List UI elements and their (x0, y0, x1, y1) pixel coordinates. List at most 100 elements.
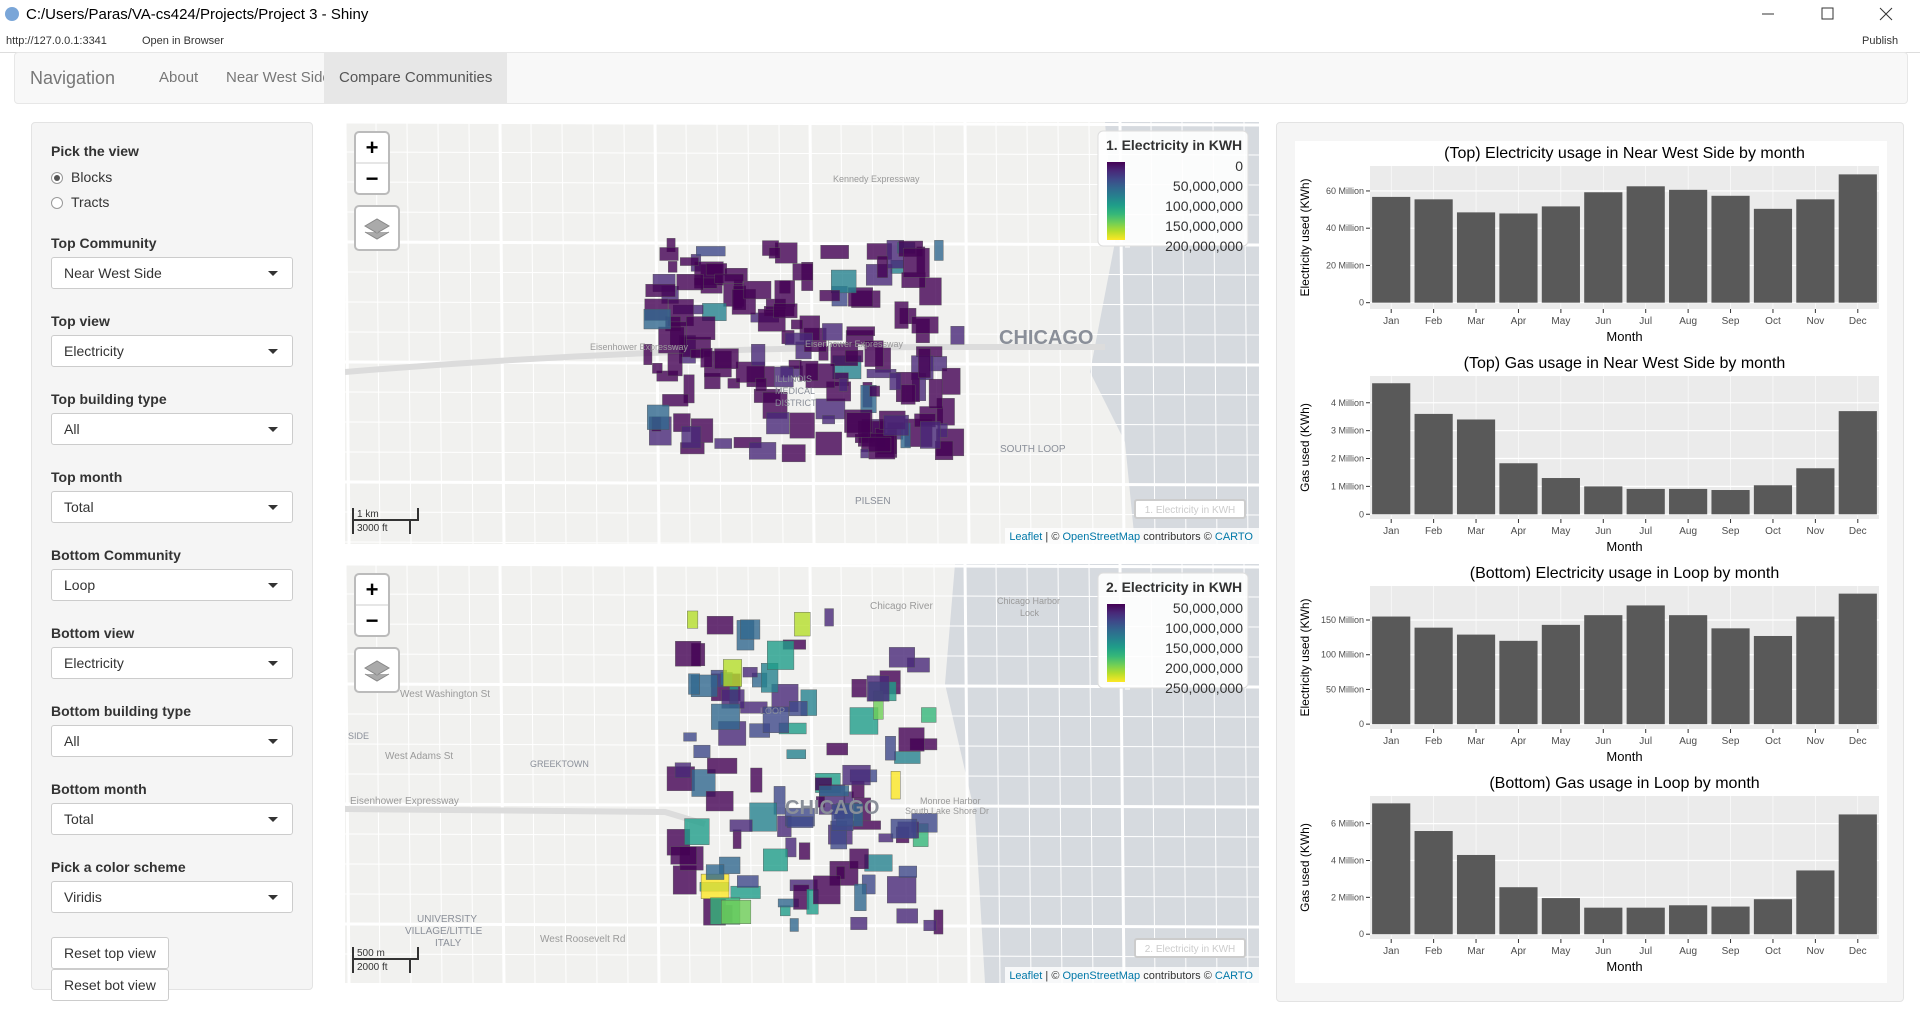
zoom-out[interactable]: − (366, 608, 379, 633)
bar-chart: 0 20 Million 40 Million 60 Million Jan Feb Mar… (1298, 145, 1879, 344)
select[interactable]: Viridis (51, 881, 293, 913)
block (860, 448, 870, 459)
select[interactable]: Loop (51, 569, 293, 601)
radio-option[interactable]: Tracts (51, 190, 293, 215)
street (653, 564, 661, 983)
block (934, 240, 944, 261)
street (345, 480, 1259, 487)
street (406, 122, 412, 544)
layers-icon (364, 660, 390, 682)
map-canvas: CHICAGO LOOP GREEKTOWN West Washington St We… (345, 564, 1259, 983)
bar (1456, 854, 1496, 935)
bar (1796, 199, 1835, 303)
street (468, 122, 474, 544)
select[interactable]: All (51, 725, 293, 757)
bar (1796, 468, 1835, 515)
block (799, 360, 819, 381)
attribution-part: | © (1042, 531, 1062, 543)
button[interactable]: Reset bot view (51, 969, 169, 1001)
bar (1584, 615, 1623, 725)
x-axis-label: Month (1606, 959, 1642, 974)
select-field: Top Community Near West Side (51, 235, 293, 289)
street (995, 122, 1001, 544)
x-tick-label: Oct (1765, 736, 1781, 747)
button[interactable]: Reset top view (51, 937, 169, 969)
place-label: ITALY (435, 938, 462, 949)
map[interactable]: CHICAGO SOUTH LOOP PILSEN ILLINOIS MEDICAL DI… (345, 122, 1259, 544)
select[interactable]: Electricity (51, 647, 293, 679)
publish[interactable]: Publish (1862, 35, 1899, 47)
select-field: Top view Electricity (51, 313, 293, 367)
window-title: C:/Users/Paras/VA-cs424/Projects/Project… (26, 6, 369, 23)
bar (1669, 488, 1708, 515)
place-label: MEDICAL (775, 386, 815, 396)
bar (1541, 898, 1580, 935)
legend-label: 250,000,000 (1165, 680, 1243, 696)
select[interactable]: Near West Side (51, 257, 293, 289)
block (683, 374, 695, 404)
field-label: Bottom building type (51, 703, 191, 719)
radio-option[interactable]: Blocks (51, 165, 293, 190)
maximize[interactable] (1821, 7, 1834, 20)
y-tick-label: 6 Million (1331, 819, 1364, 829)
attribution-part[interactable]: Leaflet (1009, 970, 1042, 982)
place-label: UNIVERSITY (417, 914, 477, 925)
block (836, 866, 846, 880)
attribution-part[interactable]: CARTO (1215, 531, 1254, 543)
bar (1541, 206, 1580, 303)
street (1057, 122, 1063, 544)
zoom-in[interactable]: + (366, 135, 379, 160)
block (740, 619, 761, 640)
bar (1456, 212, 1496, 303)
attribution-part[interactable]: CARTO (1215, 970, 1254, 982)
block (687, 610, 699, 629)
attribution-part[interactable]: Leaflet (1009, 531, 1042, 543)
block (706, 616, 734, 635)
x-tick-label: Mar (1467, 526, 1485, 537)
block (732, 829, 742, 849)
bar (1584, 907, 1623, 935)
select[interactable]: All (51, 413, 293, 445)
app-icon (5, 7, 19, 21)
field-label: Pick a color scheme (51, 859, 186, 875)
nav-tab[interactable]: Near West Side (226, 69, 331, 86)
close[interactable] (1879, 7, 1893, 21)
street (345, 511, 1259, 516)
block (714, 438, 732, 449)
highway (345, 806, 706, 827)
sidebar: Pick the view Blocks Tracts Top Communit… (31, 122, 313, 1001)
attribution-part[interactable]: OpenStreetMap (1062, 970, 1140, 982)
y-tick-label: 4 Million (1331, 855, 1364, 865)
select[interactable]: Total (51, 803, 293, 835)
place-label: Monroe Harbor (920, 796, 981, 806)
zoom-in[interactable]: + (366, 577, 379, 602)
block (819, 290, 840, 302)
block (798, 842, 811, 860)
block (750, 767, 763, 793)
open-in-browser[interactable]: Open in Browser (142, 35, 224, 47)
block (670, 846, 697, 865)
block (851, 679, 867, 698)
map[interactable]: CHICAGO LOOP GREEKTOWN West Washington St We… (345, 564, 1259, 983)
nav-tab[interactable]: About (159, 69, 199, 86)
bar-chart: 0 1 Million 2 Million 3 Million 4 Million Jan… (1298, 355, 1879, 554)
bar (1753, 635, 1793, 725)
select-field: Bottom view Electricity (51, 625, 293, 679)
attribution-part[interactable]: OpenStreetMap (1062, 531, 1140, 543)
select[interactable]: Electricity (51, 335, 293, 367)
place-label: VILLAGE/LITTLE (405, 926, 483, 937)
select[interactable]: Total (51, 491, 293, 523)
scale-bar (352, 508, 419, 534)
block (743, 280, 772, 300)
plot-panel (1370, 376, 1879, 519)
scale-label: 2000 ft (357, 962, 388, 973)
field-label: Top month (51, 469, 123, 485)
nav-tab-active[interactable]: Compare Communities (324, 53, 508, 103)
street (345, 863, 1259, 868)
zoom-out[interactable]: − (366, 166, 379, 191)
charts: 0 20 Million 40 Million 60 Million Jan Feb Mar… (1295, 141, 1887, 983)
block (766, 412, 790, 435)
block (773, 303, 798, 319)
field-label: Bottom Community (51, 547, 181, 563)
